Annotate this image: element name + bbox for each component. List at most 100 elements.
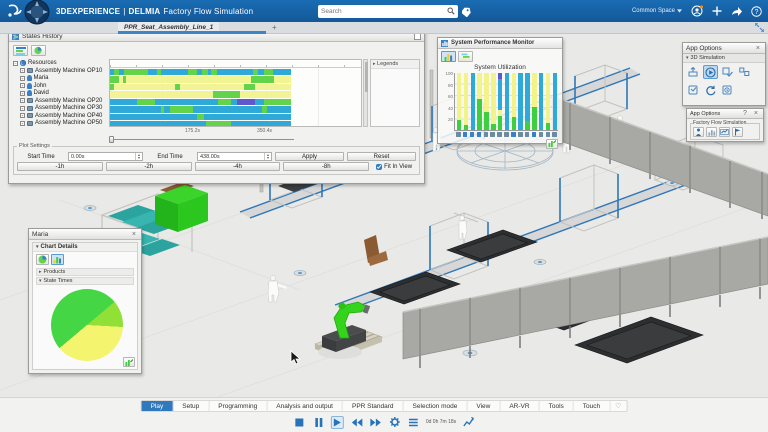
simulation-settings-button[interactable] xyxy=(388,416,401,429)
quick-time-button-8h[interactable]: -8h xyxy=(283,162,370,171)
bar-chart-view-button[interactable] xyxy=(441,51,456,62)
products-expander[interactable]: ▸ Products xyxy=(36,268,134,276)
3ds-logo-icon[interactable] xyxy=(6,3,22,19)
quick-time-button-2h[interactable]: -2h xyxy=(105,162,192,171)
utilization-bar[interactable] xyxy=(525,73,530,130)
utilization-bar[interactable] xyxy=(545,73,551,130)
collaborative-space-selector[interactable]: Common Space xyxy=(632,8,682,14)
action-tab-touch[interactable]: Touch xyxy=(574,401,611,411)
end-time-input[interactable] xyxy=(198,153,264,160)
gantt-row[interactable] xyxy=(110,98,361,106)
export-simulation-button[interactable] xyxy=(686,65,701,79)
worker-option-button[interactable] xyxy=(693,127,704,137)
play-button[interactable] xyxy=(330,415,344,429)
expand-viewport-icon[interactable] xyxy=(755,23,764,32)
app-options-titlebar[interactable]: App Options × xyxy=(683,43,765,54)
export-pie-button[interactable] xyxy=(123,357,135,367)
slider-handle[interactable] xyxy=(109,136,114,143)
pause-button[interactable] xyxy=(312,416,325,429)
start-time-input[interactable] xyxy=(69,153,135,160)
resource-tree-item[interactable]: + David xyxy=(20,90,49,97)
resource-tree-item[interactable]: + Assembly Machine OP30 xyxy=(20,105,103,112)
pie-view-button[interactable] xyxy=(36,254,49,265)
utilization-bar[interactable] xyxy=(491,73,496,130)
utilization-bar[interactable] xyxy=(463,73,469,130)
resource-tree-item[interactable]: + Assembly Machine OP50 xyxy=(20,120,103,127)
utilization-bar[interactable] xyxy=(477,73,482,130)
run-simulation-button[interactable] xyxy=(703,65,718,79)
quick-time-button-4h[interactable]: -4h xyxy=(194,162,281,171)
resource-tree-item[interactable]: + Assembly Machine OP40 xyxy=(20,112,103,119)
chart-settings-button[interactable] xyxy=(13,45,28,56)
gantt-chart[interactable] xyxy=(109,59,362,127)
utilization-bar[interactable] xyxy=(470,73,476,130)
gantt-view-button[interactable] xyxy=(458,51,473,62)
resource-tree-item[interactable]: + Maria xyxy=(20,75,49,82)
chart-details-titlebar[interactable]: Maria × xyxy=(29,229,141,240)
user-notifications-icon[interactable] xyxy=(691,5,703,17)
end-time-spinner[interactable]: ▲ ▼ xyxy=(264,153,271,160)
stats-option-button[interactable] xyxy=(706,127,717,137)
utilization-bar[interactable] xyxy=(532,73,537,130)
utilization-bar[interactable] xyxy=(497,73,503,130)
dialog-help-icon[interactable]: ? xyxy=(743,110,747,117)
3dexperience-compass-icon[interactable] xyxy=(24,0,50,25)
action-tab-view[interactable]: View xyxy=(467,401,501,411)
flag-option-button[interactable] xyxy=(732,127,743,137)
section-3d-simulation[interactable]: ▾ 3D Simulation xyxy=(683,54,765,63)
action-tab-analysis-and-output[interactable]: Analysis and output xyxy=(267,401,343,411)
chart-details-header[interactable]: ▾ Chart Details xyxy=(33,243,137,252)
share-icon[interactable] xyxy=(731,6,742,16)
utilization-bar[interactable] xyxy=(484,73,489,130)
stop-button[interactable] xyxy=(293,416,306,429)
gantt-row[interactable] xyxy=(110,106,361,114)
gantt-row[interactable] xyxy=(110,76,361,84)
app-options-dialog-titlebar[interactable]: App Options ? × xyxy=(687,109,763,119)
simulation-report-button[interactable] xyxy=(462,416,475,429)
states-history-titlebar[interactable]: States History xyxy=(9,31,424,42)
gantt-row[interactable] xyxy=(110,68,361,76)
save-scenario-button[interactable] xyxy=(686,83,701,97)
export-chart-button[interactable] xyxy=(546,138,558,149)
utilization-bar[interactable] xyxy=(552,73,558,130)
resource-tree-item[interactable]: + Assembly Machine OP10 xyxy=(20,67,103,74)
fit-in-view-checkbox[interactable] xyxy=(376,163,383,170)
tree-root-resources[interactable]: − Resources xyxy=(13,60,57,66)
gantt-row[interactable] xyxy=(110,83,361,91)
help-icon[interactable]: ? xyxy=(751,5,762,17)
start-time-spinner[interactable]: ▲ ▼ xyxy=(135,153,142,160)
gantt-row[interactable] xyxy=(110,91,361,99)
document-tab[interactable]: PPR_Seat_Assembly_Line_1 xyxy=(118,22,220,33)
compare-simulation-button[interactable] xyxy=(737,65,752,79)
action-tab-play[interactable]: Play xyxy=(141,401,174,411)
time-scroll-slider[interactable] xyxy=(109,135,414,143)
gantt-scrollbar[interactable] xyxy=(363,59,368,127)
rewind-button[interactable] xyxy=(350,416,363,429)
add-icon[interactable] xyxy=(712,6,722,16)
start-time-field[interactable]: ▲▼ xyxy=(68,152,143,161)
validate-simulation-button[interactable] xyxy=(720,65,735,79)
reset-scenario-button[interactable] xyxy=(703,83,718,97)
utilization-bar[interactable] xyxy=(518,73,523,130)
new-tab-button[interactable]: + xyxy=(272,23,277,32)
gantt-row[interactable] xyxy=(110,121,361,126)
resource-tree-item[interactable]: + John xyxy=(20,82,47,89)
utilization-bar[interactable] xyxy=(538,73,544,130)
utilization-bar[interactable] xyxy=(511,73,517,130)
search-input[interactable] xyxy=(321,7,447,15)
performance-monitor-titlebar[interactable]: System Performance Monitor xyxy=(438,38,562,49)
action-tab-ar-vr[interactable]: AR-VR xyxy=(500,401,540,411)
utilization-bar[interactable] xyxy=(504,73,510,130)
favorites-heart-icon[interactable]: ♡ xyxy=(615,403,622,410)
action-tab-ppr-standard[interactable]: PPR Standard xyxy=(343,401,404,411)
schedule-simulation-button[interactable] xyxy=(720,83,735,97)
chart-type-button[interactable] xyxy=(31,45,46,56)
utilization-bar[interactable] xyxy=(457,73,462,130)
tag-icon[interactable] xyxy=(462,6,472,17)
close-icon[interactable]: × xyxy=(755,44,760,52)
action-tab-tools[interactable]: Tools xyxy=(540,401,574,411)
quick-time-button-1h[interactable]: -1h xyxy=(17,162,103,171)
search-box[interactable] xyxy=(318,4,458,18)
reset-button[interactable]: Reset xyxy=(347,152,416,161)
event-list-button[interactable] xyxy=(407,416,420,429)
